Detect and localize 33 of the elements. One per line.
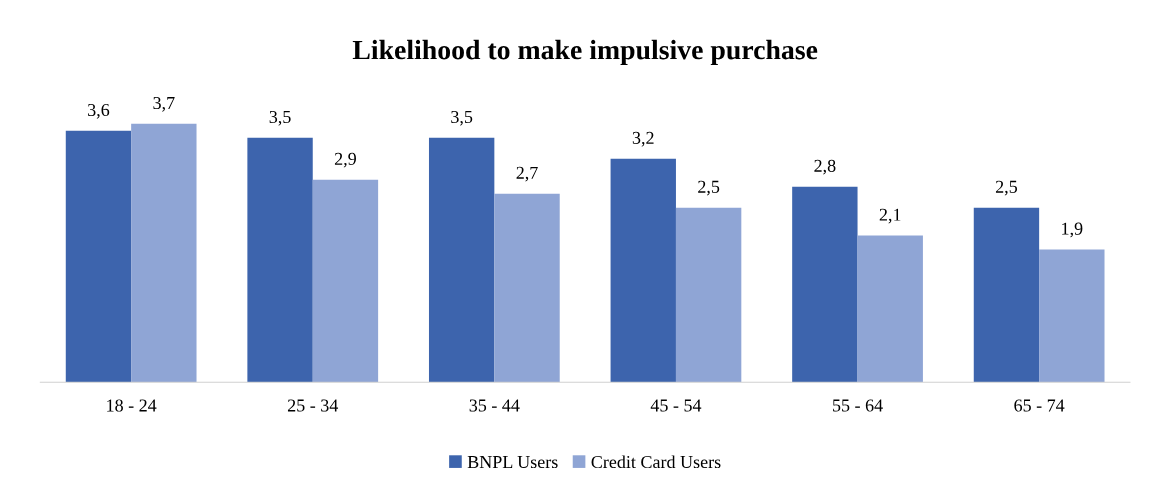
chart-title: Likelihood to make impulsive purchase <box>352 39 818 66</box>
bar <box>973 207 1040 383</box>
data-label: 2,8 <box>814 159 836 175</box>
bar <box>312 179 379 383</box>
bar <box>675 207 742 383</box>
x-tick-label: 45 - 54 <box>650 399 702 412</box>
data-label: 2,1 <box>879 208 901 224</box>
data-label: 1,9 <box>1062 222 1083 238</box>
data-label: 2,5 <box>995 180 1018 196</box>
legend-label: Credit Card Users <box>591 455 721 469</box>
bar <box>65 130 132 383</box>
data-label: 2,7 <box>516 166 538 182</box>
data-label: 3,7 <box>153 96 175 112</box>
data-label: 3,5 <box>451 110 473 126</box>
bar <box>792 186 858 383</box>
x-tick-label: 35 - 44 <box>469 399 520 412</box>
x-tick-label: 18 - 24 <box>107 399 157 412</box>
x-tick-label: 25 - 34 <box>287 399 339 412</box>
bar <box>857 235 923 383</box>
data-label: 2,9 <box>334 152 356 168</box>
x-tick-label: 65 - 74 <box>1014 399 1065 412</box>
bar <box>428 137 495 383</box>
bar <box>131 123 197 383</box>
bar <box>494 193 560 383</box>
x-tick-label: 55 - 64 <box>833 399 883 412</box>
bar <box>610 158 676 383</box>
data-label: 2,5 <box>698 180 720 196</box>
data-label: 3,2 <box>632 131 654 147</box>
bar <box>247 137 313 383</box>
legend-label: BNPL Users <box>467 456 558 469</box>
data-label: 3,6 <box>88 103 110 119</box>
data-label: 3,5 <box>269 110 291 126</box>
bar <box>1039 249 1105 383</box>
